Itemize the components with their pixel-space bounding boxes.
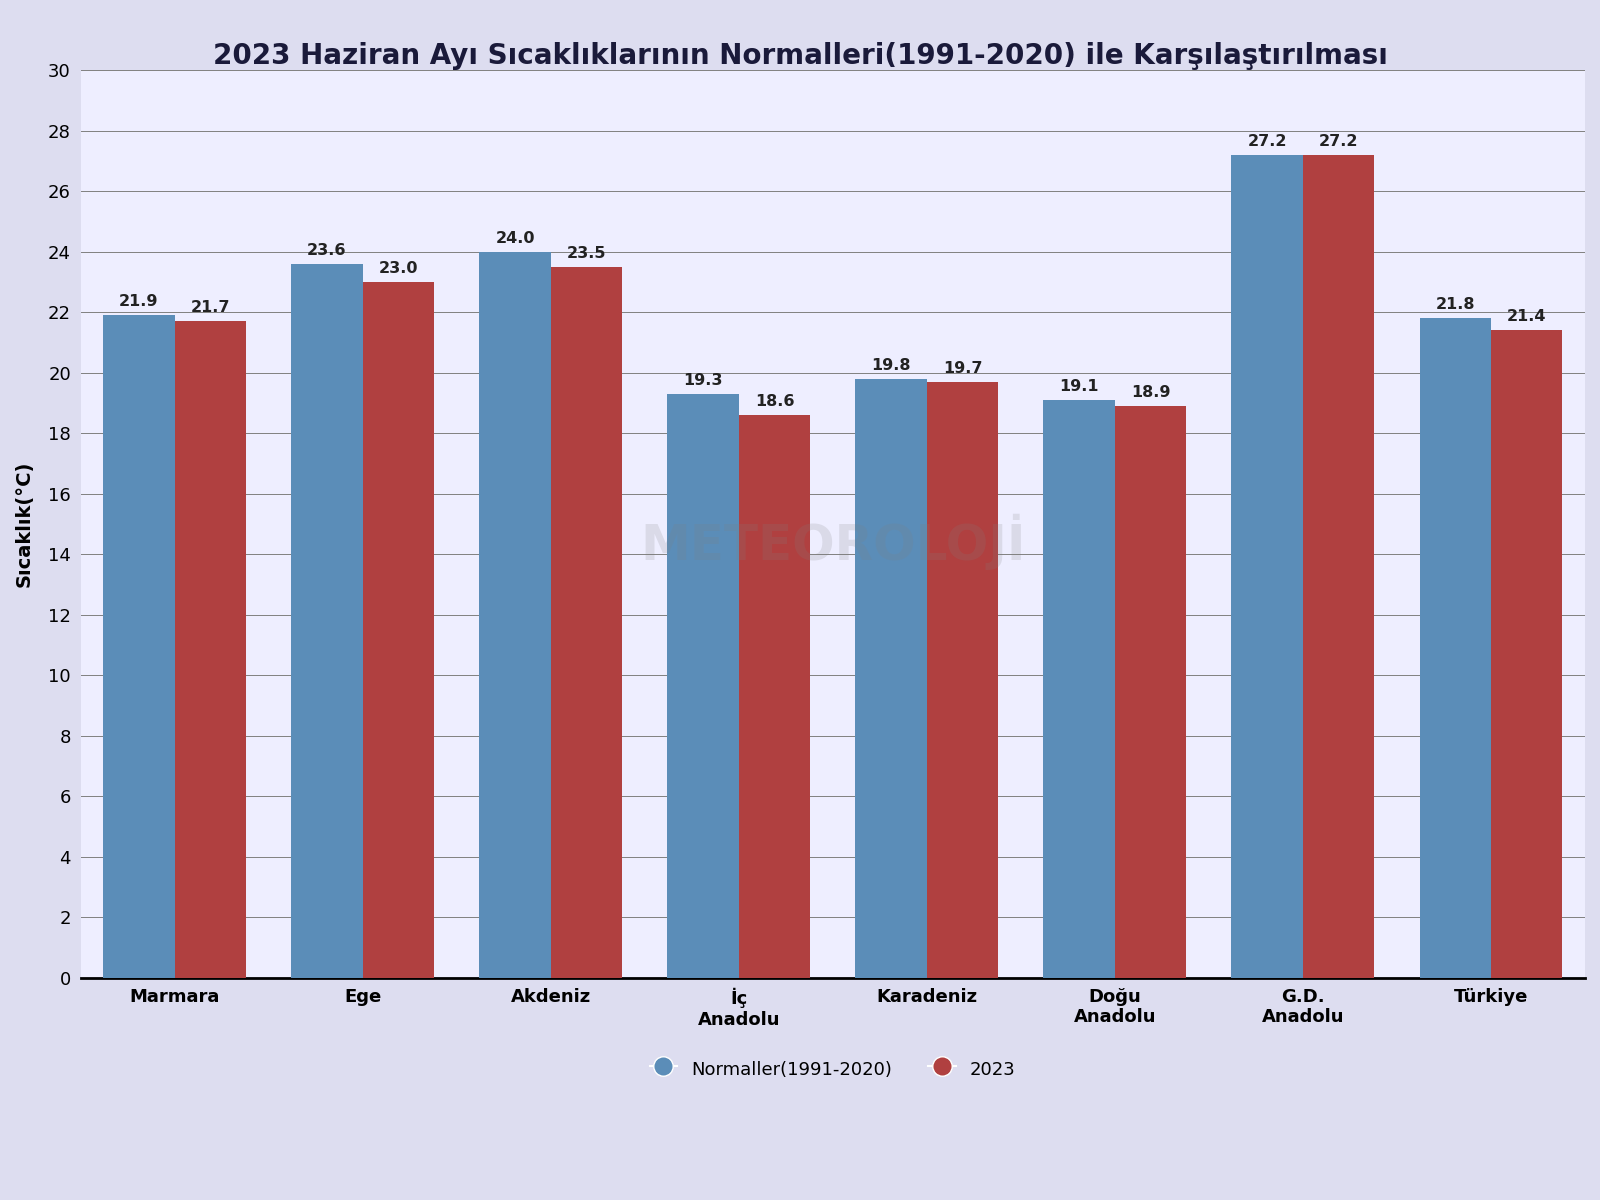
Bar: [1232, 155, 1302, 978]
Bar: [739, 415, 810, 978]
Text: 19.7: 19.7: [942, 361, 982, 376]
Bar: [480, 252, 550, 978]
Bar: [1043, 400, 1115, 978]
Bar: [856, 379, 926, 978]
Bar: [363, 282, 434, 978]
Text: 2023 Haziran Ayı Sıcaklıklarının Normalleri(1991-2020) ile Karşılaştırılması: 2023 Haziran Ayı Sıcaklıklarının Normall…: [213, 42, 1387, 70]
Text: 23.5: 23.5: [566, 246, 606, 260]
Bar: [1419, 318, 1491, 978]
Text: 21.8: 21.8: [1435, 298, 1475, 312]
Text: 21.9: 21.9: [118, 294, 158, 310]
Bar: [1115, 406, 1186, 978]
Text: 27.2: 27.2: [1318, 133, 1358, 149]
Bar: [174, 322, 246, 978]
Bar: [102, 316, 174, 978]
Y-axis label: Sıcaklık(°C): Sıcaklık(°C): [14, 461, 34, 587]
Bar: [1491, 330, 1563, 978]
Text: 18.9: 18.9: [1131, 385, 1170, 400]
Text: 23.6: 23.6: [307, 242, 347, 258]
Legend: Normaller(1991-2020), 2023: Normaller(1991-2020), 2023: [643, 1050, 1022, 1087]
Text: METEOROLOJİ: METEOROLOJİ: [640, 514, 1026, 570]
Bar: [1302, 155, 1374, 978]
Text: 18.6: 18.6: [755, 394, 794, 409]
Text: 23.0: 23.0: [379, 260, 418, 276]
Bar: [550, 266, 622, 978]
Text: 19.8: 19.8: [872, 358, 910, 373]
Bar: [926, 382, 998, 978]
Bar: [291, 264, 363, 978]
Bar: [667, 394, 739, 978]
Text: 24.0: 24.0: [496, 230, 534, 246]
Text: 21.4: 21.4: [1507, 310, 1547, 324]
Text: 27.2: 27.2: [1248, 133, 1286, 149]
Text: 19.3: 19.3: [683, 373, 723, 388]
Text: 19.1: 19.1: [1059, 379, 1099, 394]
Text: 21.7: 21.7: [190, 300, 230, 316]
